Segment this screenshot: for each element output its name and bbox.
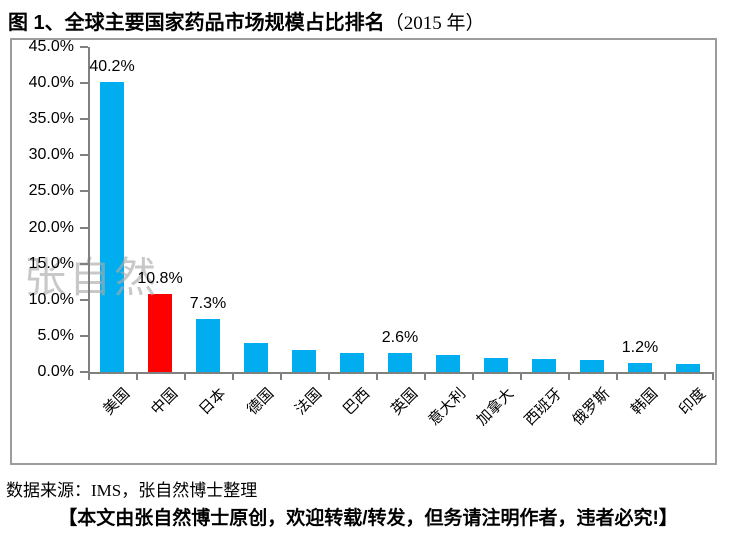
- data-source-note: 数据来源：IMS，张自然博士整理: [6, 481, 258, 500]
- chart-title: 图 1、全球主要国家药品市场规模占比排名（2015 年）: [8, 6, 484, 35]
- chart-border-box: [10, 38, 717, 465]
- chart-title-year: （2015 年）: [384, 13, 485, 34]
- chart-title-main: 图 1、全球主要国家药品市场规模占比排名: [8, 12, 385, 34]
- watermark-text: 张自然: [24, 254, 160, 301]
- copyright-footer: 【本文由张自然博士原创，欢迎转载/转发，但务请注明作者，违者必究!】: [58, 508, 678, 529]
